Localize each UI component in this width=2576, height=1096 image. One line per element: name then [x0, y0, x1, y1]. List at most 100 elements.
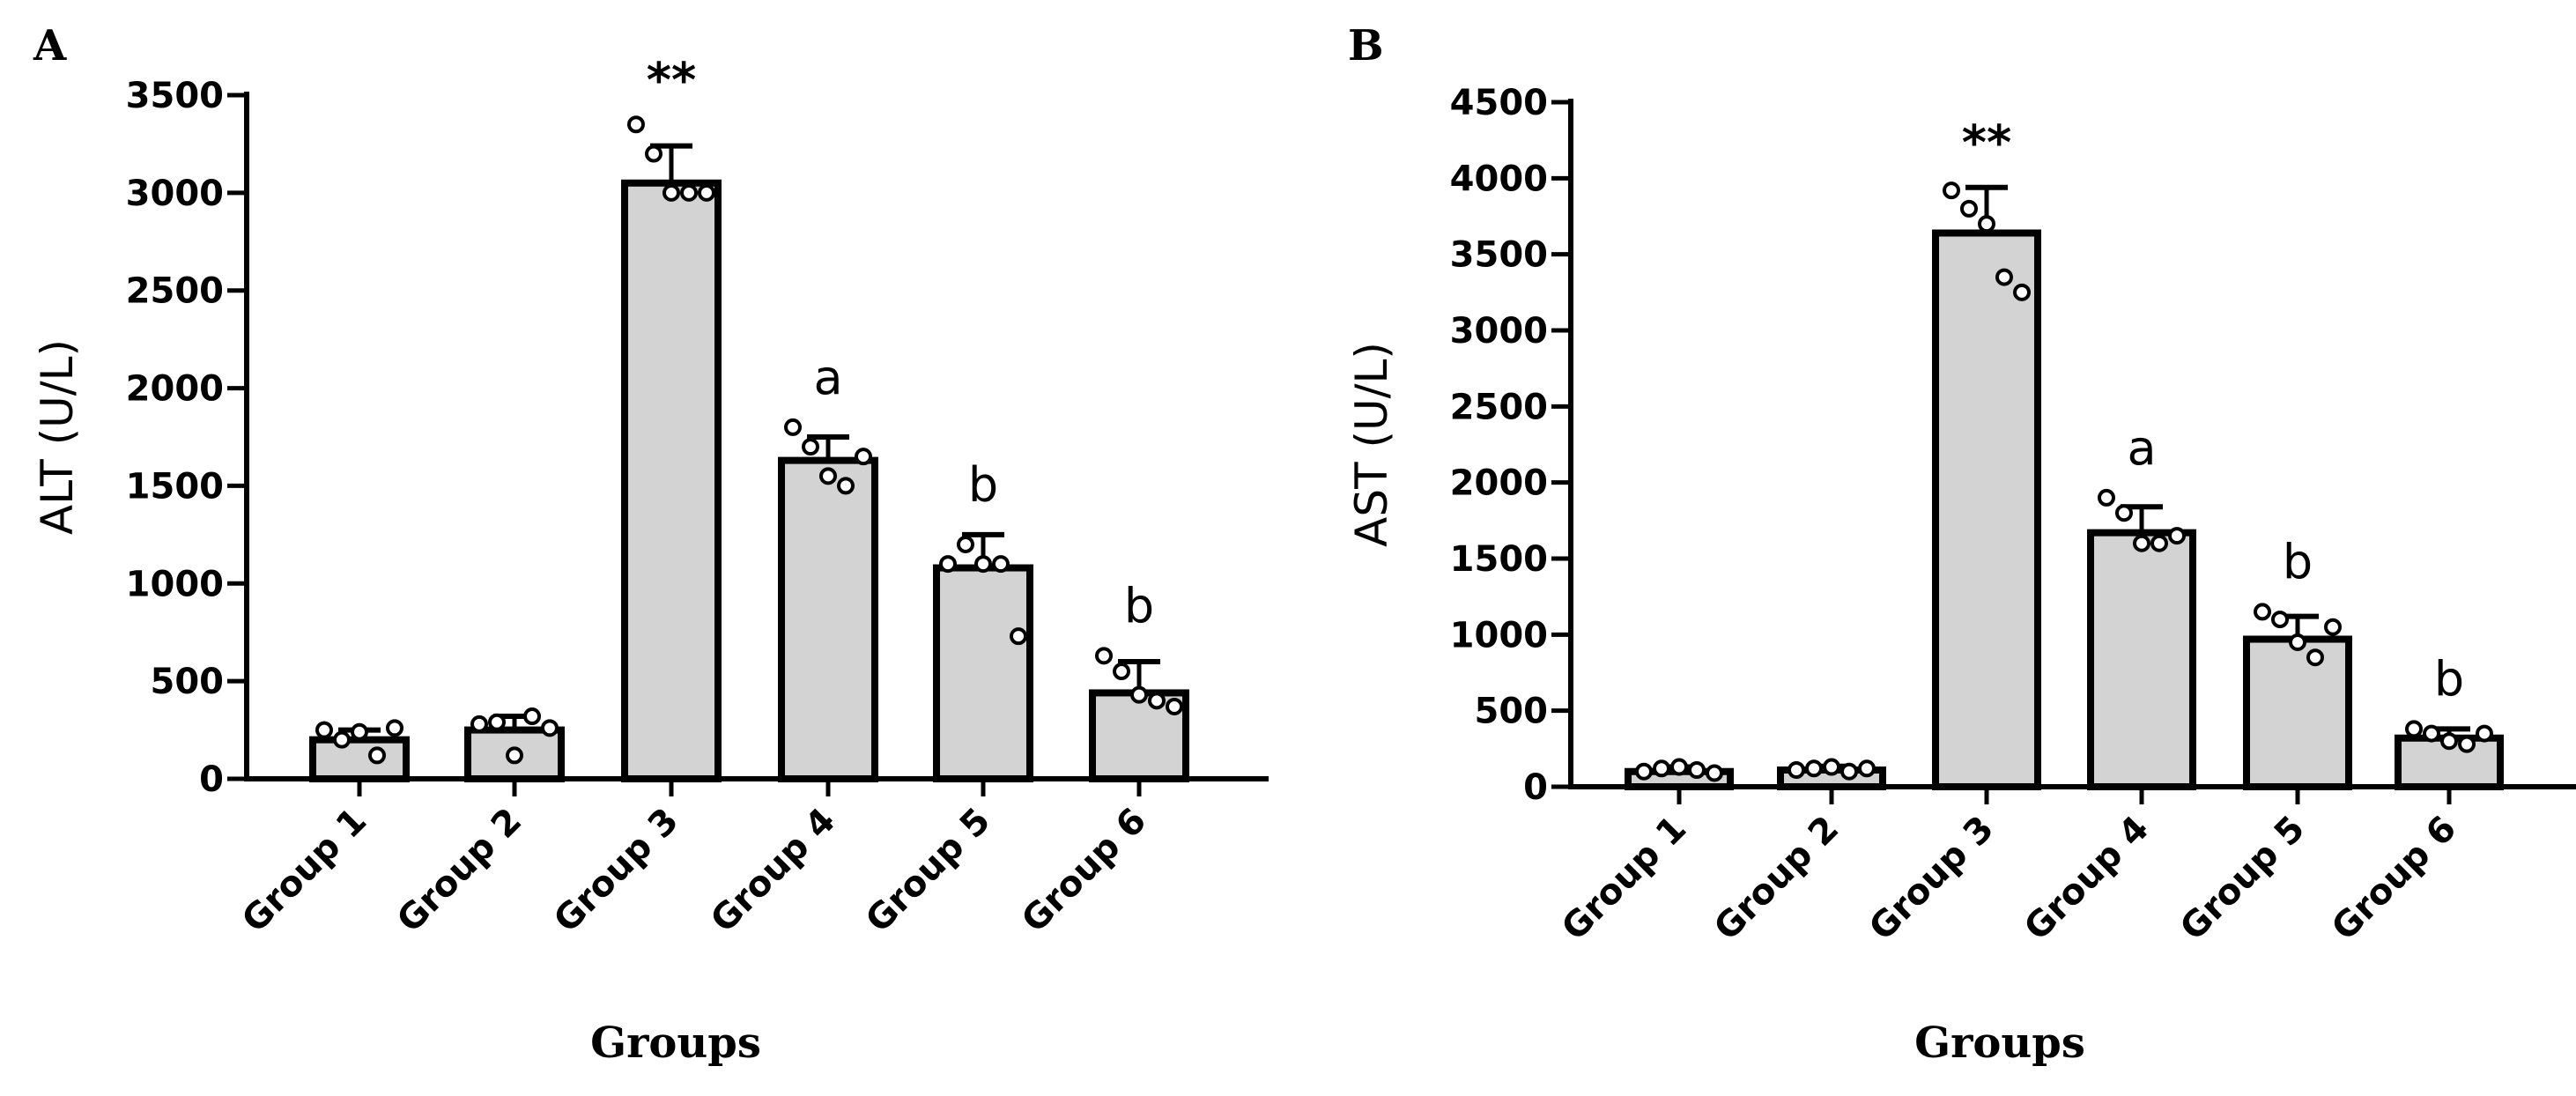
data-point: [1805, 759, 1823, 778]
x-tick-label: Group 2: [389, 801, 529, 941]
data-point: [2168, 527, 2186, 545]
data-point: [1653, 759, 1670, 778]
data-point: [663, 183, 680, 202]
data-point: [1960, 199, 1978, 218]
data-point: [2289, 633, 2306, 651]
y-tick-label: 4000: [1450, 159, 1548, 199]
data-point: [1095, 647, 1113, 665]
y-tick-label: 2000: [1450, 463, 1548, 504]
y-tick-label: 500: [1475, 692, 1549, 732]
significance-label: **: [1962, 115, 2011, 171]
bar: [778, 456, 878, 782]
data-point: [1788, 761, 1805, 780]
data-point: [957, 535, 974, 553]
data-point: [2013, 283, 2031, 301]
panel-letter: B: [1348, 21, 1384, 70]
significance-label: b: [2283, 534, 2313, 589]
y-axis-label: AST (U/L): [1346, 342, 1397, 547]
data-point: [802, 438, 819, 456]
bar: [933, 564, 1033, 783]
data-point: [2440, 732, 2458, 751]
data-point: [315, 721, 333, 739]
y-tick-label: 2500: [126, 271, 224, 312]
significance-label: a: [813, 350, 842, 405]
data-point: [2476, 724, 2493, 743]
data-point: [333, 730, 351, 749]
x-tick-label: Group 1: [234, 801, 374, 941]
x-axis-label: Groups: [590, 1018, 761, 1068]
data-point: [1113, 663, 1130, 681]
y-tick-label: 1500: [126, 466, 224, 507]
x-axis-label: Groups: [1914, 1018, 2085, 1068]
data-point: [627, 115, 645, 134]
y-tick-label: 0: [1523, 767, 1548, 808]
significance-label: b: [1124, 578, 1154, 633]
data-point: [645, 144, 663, 163]
y-tick-label: 3000: [1450, 311, 1548, 352]
panel-a: A 0 500 1000 1500 2000 2500 3000 3500 ALT (U/L) Gr…: [32, 21, 1269, 1068]
data-point: [1943, 181, 1960, 200]
data-point: [974, 555, 992, 574]
x-tick-label: Group 2: [1706, 809, 1847, 949]
x-tick-label: Group 1: [1554, 809, 1694, 949]
significance-label: b: [2434, 651, 2464, 707]
y-tick-label: 3500: [1450, 235, 1548, 276]
significance-label: a: [2127, 420, 2156, 476]
y-tick-label: 1000: [126, 564, 224, 604]
data-point: [2271, 611, 2289, 629]
y-tick-label: 3000: [126, 174, 224, 214]
panel-b: B 0 500 1000 1500 2000 2500 3000 3500 4000 4500 AST…: [1346, 21, 2576, 1068]
y-tick-label: 1000: [1450, 615, 1548, 655]
data-point: [1148, 692, 1166, 710]
bar: [2243, 635, 2352, 790]
significance-label: b: [968, 457, 998, 513]
panel-letter: A: [33, 21, 67, 70]
data-point: [1995, 268, 2013, 286]
data-point: [1978, 215, 1995, 233]
data-point: [2324, 618, 2342, 636]
data-point: [470, 715, 488, 733]
bar: [621, 179, 722, 782]
y-tick-label: 0: [199, 759, 224, 800]
y-tick-label: 2500: [1450, 387, 1548, 427]
data-point: [1840, 762, 1858, 781]
bar: [2087, 529, 2196, 790]
data-point: [2405, 720, 2423, 738]
x-tick-label: Group 5: [858, 801, 998, 941]
data-point: [2115, 504, 2133, 522]
y-tick-label: 500: [151, 662, 225, 702]
x-tick-label: Group 3: [1862, 809, 2002, 949]
data-point: [506, 746, 523, 765]
data-point: [351, 722, 368, 741]
y-axis-label: ALT (U/L): [32, 339, 83, 535]
data-point: [939, 555, 957, 574]
data-point: [523, 707, 541, 726]
bar: [1932, 229, 2041, 790]
data-point: [698, 183, 715, 202]
x-tick-label: Group 4: [703, 801, 843, 941]
data-point: [1858, 759, 1876, 778]
data-point: [2306, 648, 2324, 667]
data-point: [819, 467, 837, 485]
data-point: [2150, 534, 2168, 552]
data-point: [1635, 762, 1653, 781]
data-point: [368, 746, 386, 765]
data-point: [1706, 764, 1723, 782]
x-tick-label: Group 3: [546, 801, 686, 941]
data-point: [2098, 488, 2115, 507]
data-point: [1823, 758, 1840, 776]
data-point: [837, 477, 855, 495]
x-tick-label: Group 6: [2324, 809, 2464, 949]
data-point: [2423, 724, 2440, 743]
data-point: [2254, 603, 2271, 621]
data-point: [386, 719, 403, 737]
x-tick-label: Group 4: [2017, 809, 2157, 949]
data-point: [2133, 534, 2150, 552]
data-point: [2458, 735, 2476, 753]
y-tick-label: 1500: [1450, 539, 1548, 580]
data-point: [1130, 685, 1148, 704]
data-point: [992, 555, 1010, 574]
data-point: [855, 448, 872, 466]
data-point: [1010, 627, 1027, 646]
